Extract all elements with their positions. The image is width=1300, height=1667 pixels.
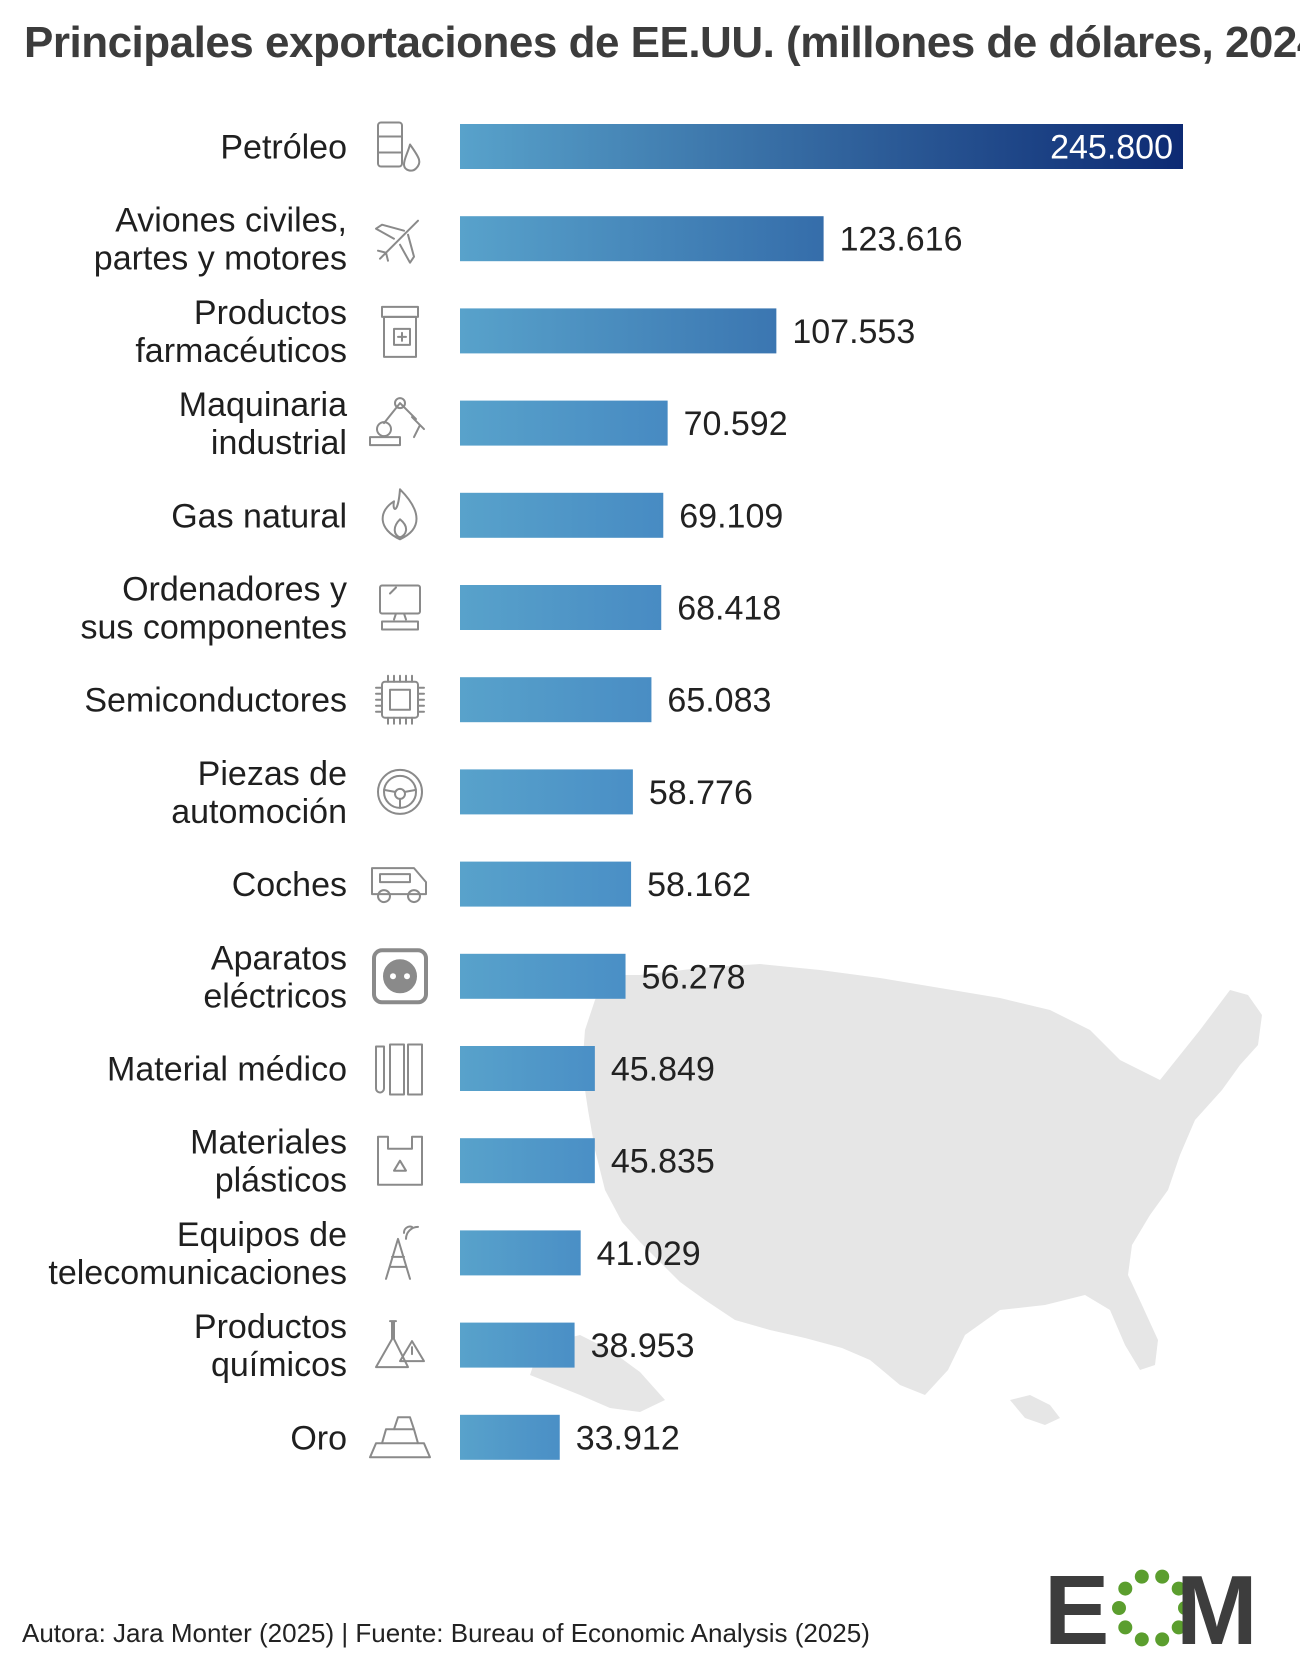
value-label: 68.418 bbox=[677, 590, 781, 628]
category-label: industrial bbox=[211, 424, 347, 462]
logo-dot bbox=[1134, 1569, 1149, 1584]
value-label: 70.592 bbox=[684, 405, 788, 443]
bar bbox=[460, 769, 633, 815]
category-label: Materiales bbox=[190, 1124, 347, 1162]
category-label: plásticos bbox=[215, 1162, 347, 1200]
category-label: Equipos de bbox=[177, 1216, 347, 1254]
source-footer: Autora: Jara Monter (2025) | Fuente: Bur… bbox=[22, 1618, 870, 1648]
category-label: Productos bbox=[194, 294, 347, 332]
logo-dot bbox=[1134, 1632, 1149, 1647]
chart-title: Principales exportaciones de EE.UU. (mil… bbox=[24, 18, 1300, 67]
logo-dot bbox=[1155, 1632, 1170, 1647]
value-label: 58.162 bbox=[647, 866, 751, 904]
logo-dot bbox=[1155, 1569, 1170, 1584]
value-label: 41.029 bbox=[597, 1235, 701, 1273]
category-label: eléctricos bbox=[203, 977, 347, 1015]
test-tubes-icon bbox=[375, 1043, 423, 1096]
bar bbox=[460, 1414, 560, 1460]
category-label: Aparatos bbox=[211, 939, 347, 977]
category-label: Gas natural bbox=[171, 497, 347, 535]
ring-of-dots-icon bbox=[1112, 1569, 1192, 1647]
category-label: Productos bbox=[194, 1308, 347, 1346]
value-label: 69.109 bbox=[679, 497, 783, 535]
value-label: 45.849 bbox=[611, 1051, 715, 1089]
bar bbox=[460, 308, 777, 354]
category-label: Aviones civiles, bbox=[115, 202, 347, 240]
bar bbox=[460, 1230, 581, 1276]
chip-icon bbox=[375, 674, 425, 725]
bar bbox=[460, 953, 626, 999]
bar bbox=[460, 1046, 595, 1091]
logo-letter-m: M bbox=[1176, 1560, 1258, 1650]
logo-letter-e: E bbox=[1044, 1560, 1109, 1650]
plastic-bag-icon bbox=[377, 1135, 423, 1186]
value-label: 58.776 bbox=[649, 774, 753, 812]
category-label: telecomunicaciones bbox=[48, 1254, 347, 1292]
category-label: Piezas de bbox=[198, 755, 347, 793]
bar bbox=[460, 216, 824, 262]
flame-icon bbox=[381, 488, 418, 541]
logo-dot bbox=[1112, 1601, 1126, 1615]
logo-dot bbox=[1178, 1601, 1192, 1615]
category-label: Material médico bbox=[107, 1051, 347, 1089]
category-label: automoción bbox=[171, 793, 347, 831]
category-label: Oro bbox=[290, 1419, 347, 1457]
value-label: 107.553 bbox=[792, 313, 915, 351]
value-label: 38.953 bbox=[591, 1327, 695, 1365]
category-label: sus componentes bbox=[81, 609, 348, 647]
bar bbox=[460, 861, 632, 907]
bar bbox=[460, 400, 668, 446]
bar bbox=[460, 677, 652, 723]
value-label: 56.278 bbox=[642, 958, 746, 996]
bar bbox=[460, 1138, 595, 1184]
category-label: Semiconductores bbox=[84, 682, 347, 720]
category-label: Petróleo bbox=[220, 129, 347, 167]
bar bbox=[460, 585, 662, 630]
bar bbox=[460, 492, 664, 538]
oil-barrel-icon bbox=[377, 121, 421, 172]
value-label: 45.835 bbox=[611, 1143, 715, 1181]
category-label: químicos bbox=[211, 1346, 347, 1384]
category-label: partes y motores bbox=[94, 240, 347, 278]
value-label: 33.912 bbox=[576, 1419, 680, 1457]
chemical-flask-icon bbox=[375, 1320, 425, 1369]
logo-dot bbox=[1171, 1620, 1186, 1635]
logo-dot bbox=[1118, 1581, 1133, 1596]
category-label: Coches bbox=[232, 866, 347, 904]
bar bbox=[460, 1322, 575, 1368]
medicine-bottle-icon bbox=[381, 305, 419, 358]
gold-bars-icon bbox=[369, 1416, 431, 1459]
logo-dot bbox=[1118, 1620, 1133, 1635]
category-label: Maquinaria bbox=[179, 386, 347, 424]
van-icon bbox=[371, 867, 427, 904]
logo-dot bbox=[1171, 1581, 1186, 1596]
airplane-icon bbox=[375, 219, 419, 264]
category-label: Ordenadores y bbox=[122, 571, 347, 609]
computer-icon bbox=[379, 584, 421, 631]
eom-logo: E M bbox=[1044, 1560, 1258, 1650]
category-label: farmacéuticos bbox=[135, 332, 347, 370]
steering-wheel-icon bbox=[377, 768, 423, 815]
value-label: 245.800 bbox=[1050, 129, 1173, 167]
value-label: 65.083 bbox=[667, 682, 771, 720]
value-label: 123.616 bbox=[840, 221, 963, 259]
robotic-arm-icon bbox=[369, 397, 425, 447]
bar bbox=[460, 124, 1183, 169]
antenna-tower-icon bbox=[385, 1225, 419, 1280]
power-socket-icon bbox=[372, 948, 428, 1005]
